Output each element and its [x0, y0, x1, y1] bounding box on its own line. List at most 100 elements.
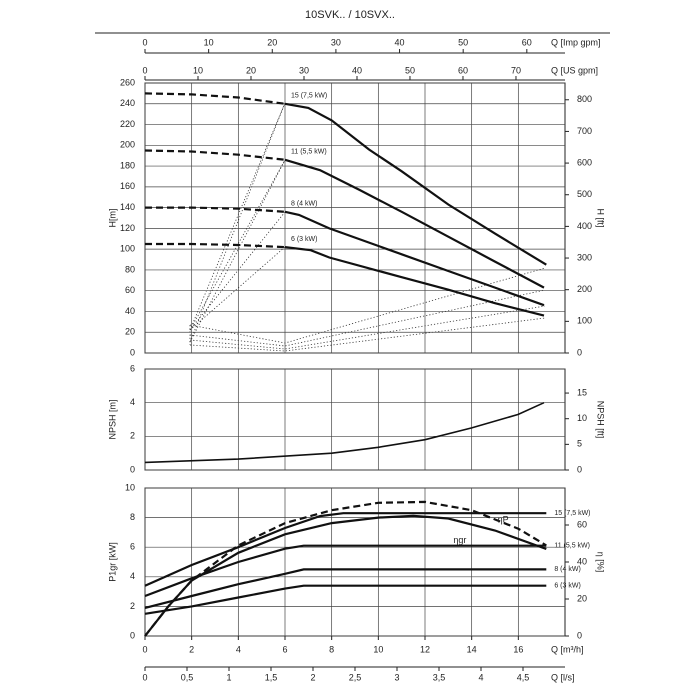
x-axis-label: Q [m³/h] — [551, 644, 584, 654]
curve — [144, 544, 547, 598]
x-tick-label: 14 — [467, 644, 477, 654]
curve — [284, 102, 547, 266]
x-tick-label: 3,5 — [433, 672, 446, 682]
x-tick-label: 10 — [373, 644, 383, 654]
series-label: 8 (4 kW) — [554, 566, 580, 573]
guide — [189, 317, 546, 352]
x-tick-label: 6 — [282, 644, 287, 654]
curve — [284, 246, 545, 317]
y2-tick-label: 100 — [577, 316, 592, 326]
y-axis-label: H[m] — [107, 209, 117, 228]
y-tick-label: 180 — [120, 160, 135, 170]
x-tick-label: 40 — [395, 37, 405, 47]
x-tick-label: 16 — [513, 644, 523, 654]
y2-axis-label: NPSH [ft] — [596, 401, 606, 439]
y-tick-label: 120 — [120, 223, 135, 233]
x-axis-label: Q [l/s] — [551, 672, 575, 682]
guide — [189, 102, 286, 343]
y-tick-label: 20 — [125, 327, 135, 337]
series-label: 6 (3 kW) — [554, 583, 580, 590]
y2-tick-label: 600 — [577, 157, 592, 167]
y2-axis-label: H [ft] — [596, 208, 606, 227]
y2-tick-label: 20 — [577, 593, 587, 603]
y-tick-label: 0 — [130, 630, 135, 640]
efficiency-guides — [189, 102, 546, 352]
y2-tick-label: 15 — [577, 387, 587, 397]
x-tick-label: 8 — [329, 644, 334, 654]
y2-tick-label: 40 — [577, 556, 587, 566]
x-tick-label: 20 — [267, 37, 277, 47]
guide — [189, 159, 286, 343]
y2-tick-label: 60 — [577, 519, 587, 529]
y2-tick-label: 700 — [577, 126, 592, 136]
curve — [284, 210, 545, 307]
y-tick-label: 200 — [120, 140, 135, 150]
x-tick-label: 60 — [522, 37, 532, 47]
curve — [144, 512, 547, 587]
y2-tick-label: 200 — [577, 284, 592, 294]
y-tick-label: 6 — [130, 363, 135, 373]
series-label: 15 (7,5 kW) — [291, 93, 327, 100]
y2-tick-label: 300 — [577, 252, 592, 262]
y-tick-label: 40 — [125, 306, 135, 316]
series-label: 8 (4 kW) — [291, 201, 317, 208]
y-axis-label: NPSH [m] — [107, 399, 117, 439]
x-tick-label: 30 — [331, 37, 341, 47]
x-tick-label: 0 — [142, 65, 147, 75]
y-tick-label: 2 — [130, 431, 135, 441]
curve — [145, 242, 286, 249]
y-tick-label: 0 — [130, 464, 135, 474]
curve — [145, 206, 286, 213]
series-label: ηP — [498, 515, 509, 525]
x-tick-label: 10 — [204, 37, 214, 47]
x-tick-label: 70 — [511, 65, 521, 75]
y2-tick-label: 400 — [577, 221, 592, 231]
y2-tick-label: 800 — [577, 94, 592, 104]
x-tick-label: 12 — [420, 644, 430, 654]
series-label: 11 (5,5 kW) — [291, 149, 327, 156]
y2-tick-label: 0 — [577, 347, 582, 357]
x-tick-label: 40 — [352, 65, 362, 75]
x-tick-label: 4,5 — [517, 672, 530, 682]
y2-tick-label: 0 — [577, 464, 582, 474]
x-tick-label: 4 — [236, 644, 241, 654]
x-tick-label: 4 — [478, 672, 483, 682]
y-tick-label: 4 — [130, 571, 135, 581]
guide — [189, 289, 546, 347]
plot-frame — [144, 82, 566, 354]
x-tick-label: 30 — [299, 65, 309, 75]
y-tick-label: 10 — [125, 482, 135, 492]
y-tick-label: 80 — [125, 264, 135, 274]
x-tick-label: 0 — [142, 644, 147, 654]
y-tick-label: 6 — [130, 542, 135, 552]
y2-tick-label: 5 — [577, 439, 582, 449]
series-label: 15 (7,5 kW) — [554, 510, 590, 517]
x-tick-label: 0 — [142, 37, 147, 47]
y-tick-label: 2 — [130, 601, 135, 611]
y-axis-label: P1gr [kW] — [107, 542, 117, 582]
curve — [144, 514, 547, 637]
x-axis-label: Q [Imp gpm] — [551, 37, 601, 47]
x-tick-label: 50 — [405, 65, 415, 75]
x-tick-label: 0,5 — [181, 672, 194, 682]
y-tick-label: 160 — [120, 181, 135, 191]
guide — [189, 246, 286, 331]
x-tick-label: 20 — [246, 65, 256, 75]
curve — [144, 568, 547, 609]
y-tick-label: 240 — [120, 98, 135, 108]
y-tick-label: 220 — [120, 119, 135, 129]
x-tick-label: 2 — [189, 644, 194, 654]
guide — [189, 305, 546, 350]
curve — [284, 158, 545, 289]
y-tick-label: 0 — [130, 347, 135, 357]
x-tick-label: 3 — [394, 672, 399, 682]
guide — [189, 211, 286, 331]
x-axis-label: Q [US gpm] — [551, 65, 598, 75]
y2-axis-label: η [%] — [596, 552, 606, 573]
x-tick-label: 1,5 — [265, 672, 278, 682]
x-tick-label: 60 — [458, 65, 468, 75]
y-tick-label: 140 — [120, 202, 135, 212]
chart-title: 10SVK.. / 10SVX.. — [305, 9, 395, 21]
y2-tick-label: 0 — [577, 630, 582, 640]
